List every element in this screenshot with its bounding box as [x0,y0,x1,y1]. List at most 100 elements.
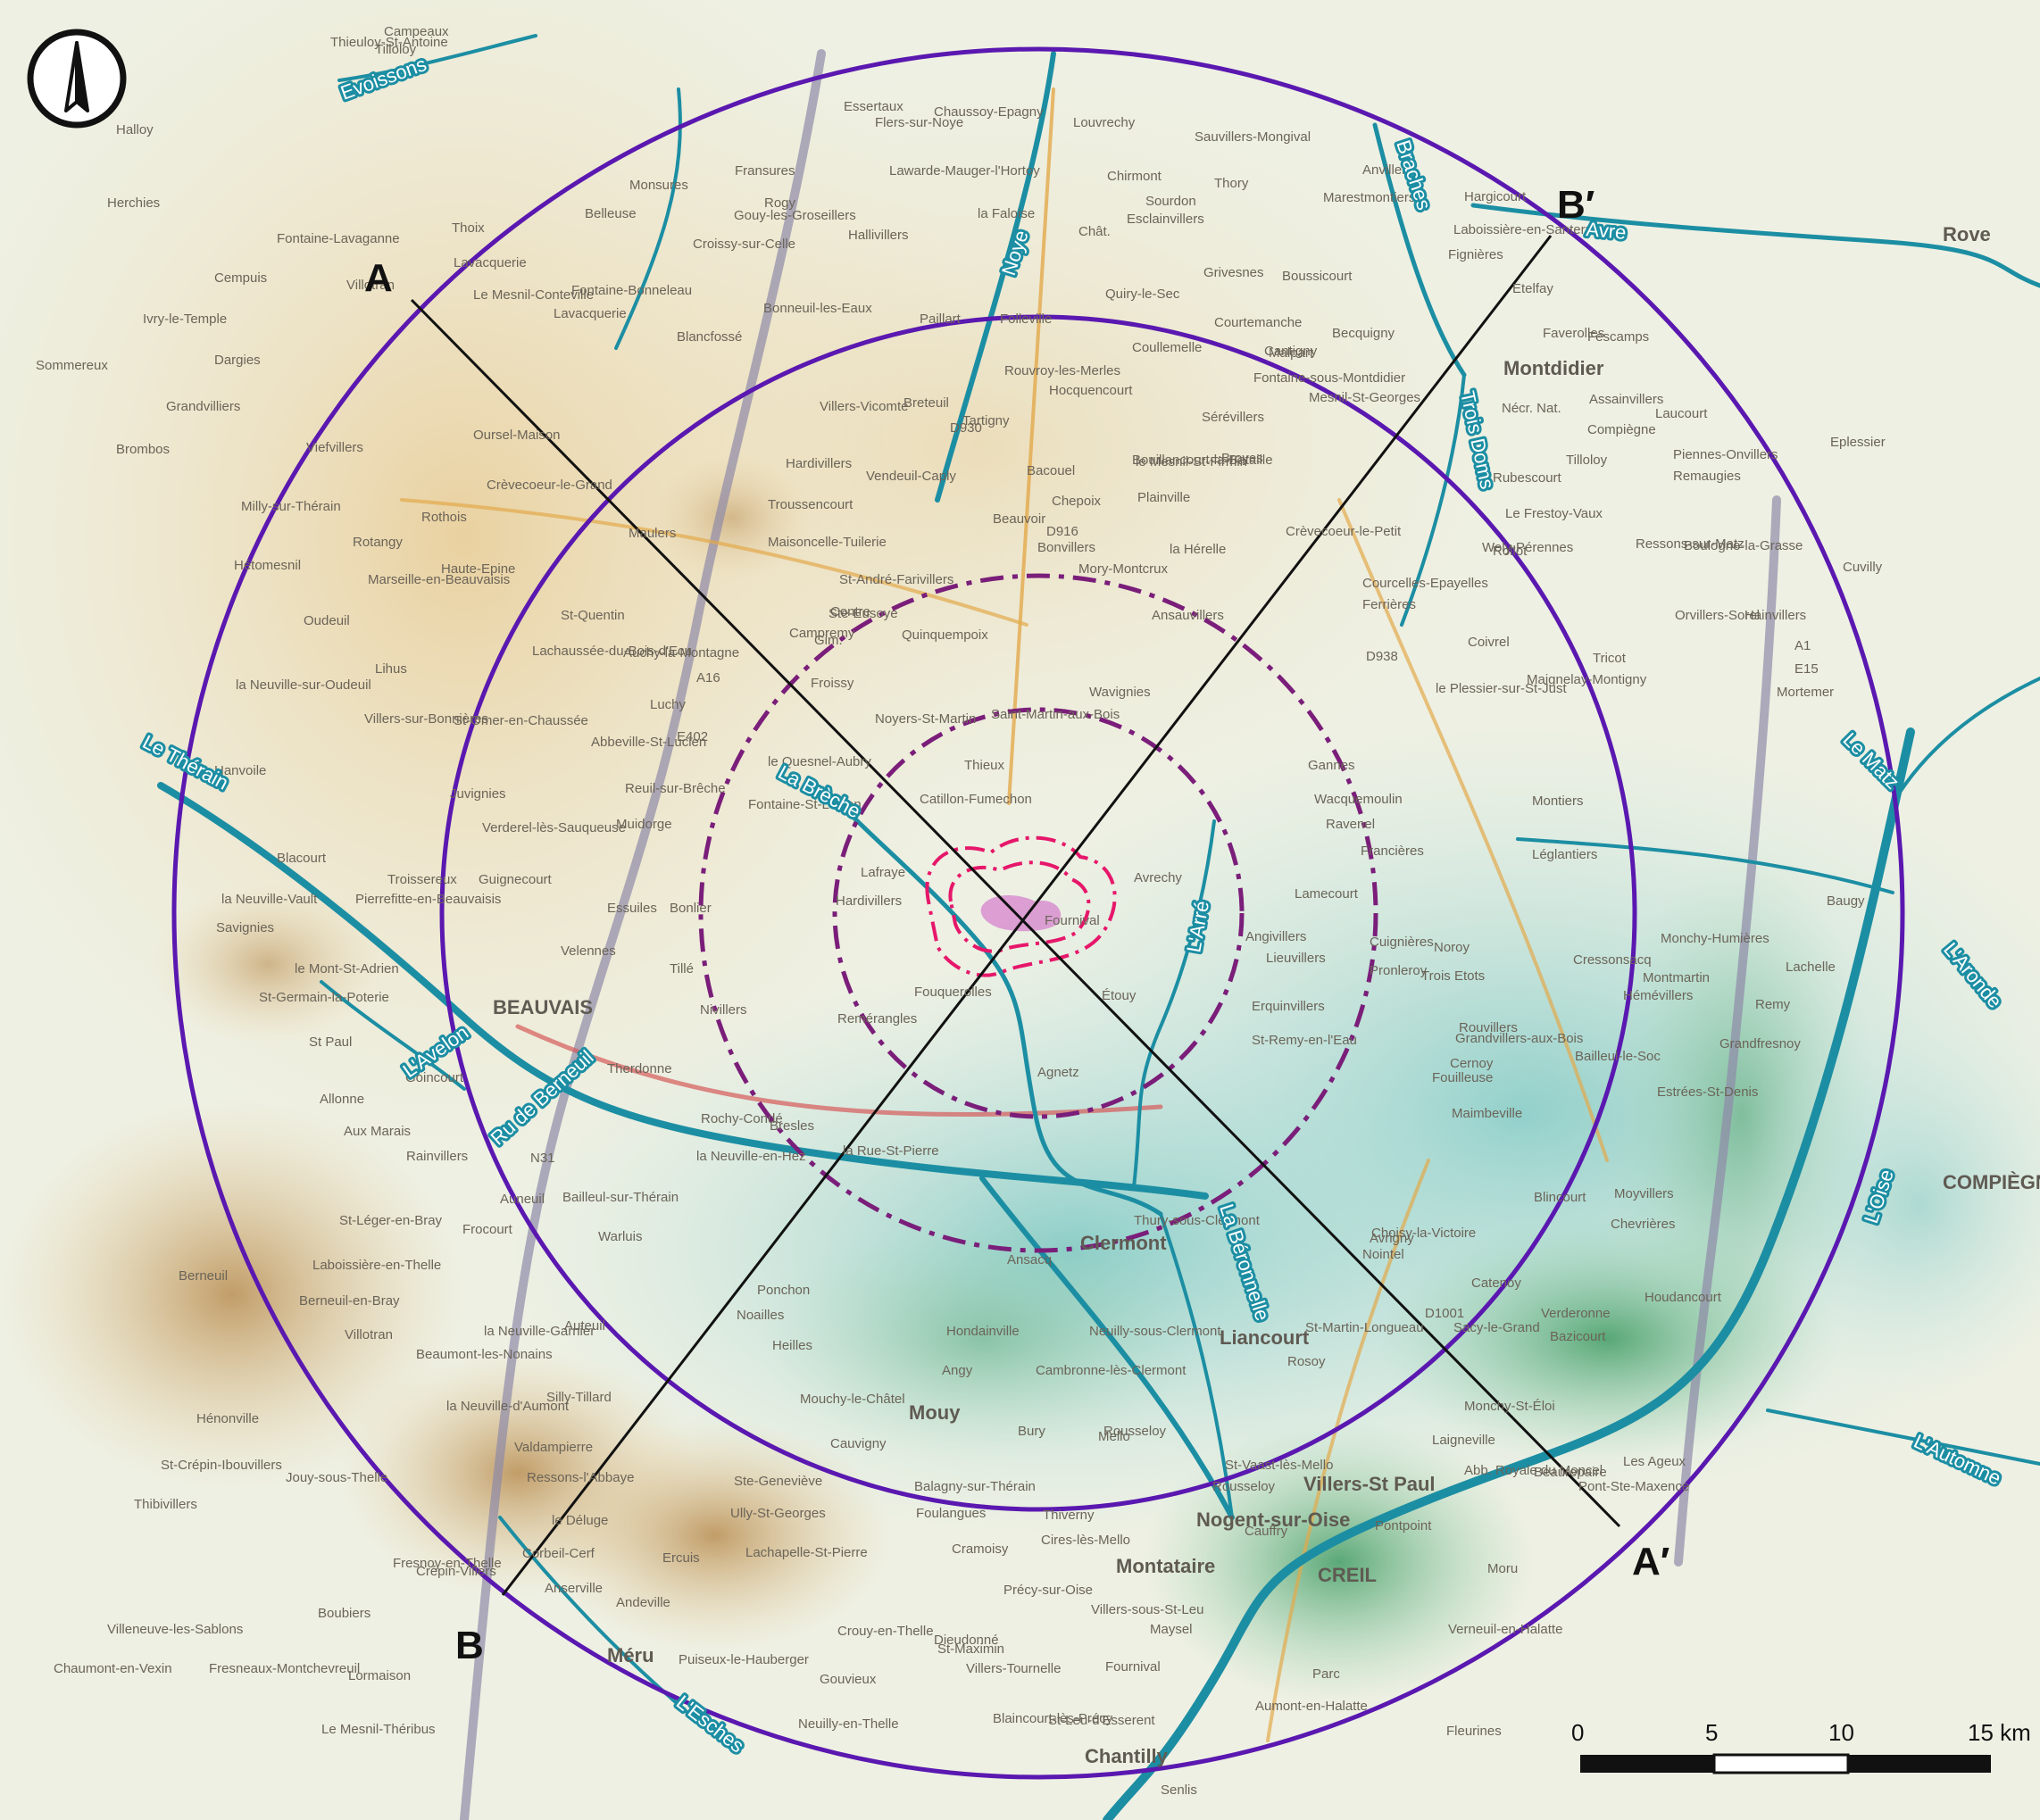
road-d930 [400,498,1028,627]
place-label: Grivesnes [1203,265,1264,280]
place-label: Ferrières [1362,597,1416,612]
place-label: Vendeuil-Caply [866,469,956,484]
place-label: Monchy-Humières [1661,931,1769,946]
river-breche [837,801,1163,1217]
profile-lines [410,235,1621,1596]
place-label: Monsures [629,178,688,193]
place-label: Compiègne [1587,422,1656,437]
place-label: Laigneville [1432,1433,1495,1448]
place-label: Valdampierre [514,1440,593,1455]
town-label: Chantilly [1085,1745,1169,1767]
place-label: Léglantiers [1532,847,1597,862]
place-label: Abbeville-St-Lucien [591,735,706,750]
place-label: Cauvigny [830,1436,887,1451]
place-label: Croissy-sur-Celle [693,237,795,252]
place-label: Remaugies [1673,469,1741,484]
place-label: Pont-Ste-Maxence [1578,1479,1689,1494]
town-label: Villers-St Paul [1303,1473,1436,1495]
place-label: Corbeil-Cerf [522,1546,595,1561]
river-braches [1372,122,1467,378]
road-labels: A16 A1 E15 E402 N31 D916 D930 D938 D1001 [530,420,1819,1321]
place-label: la Neuville-Vault [221,892,318,907]
place-label: Grandfresnoy [1719,1036,1801,1051]
place-label: le Mont-St-Adrien [295,961,399,976]
dashed-ring [698,573,1378,1253]
place-label: St-Vaast-lès-Mello [1225,1458,1333,1473]
place-label: Becquigny [1332,326,1395,341]
profile-labels: A A′ B B′ [364,183,1669,1667]
place-label: Fresnoy-en-Thelle [393,1556,502,1571]
place-label: Malpart [1269,345,1314,361]
profile-line-a [410,298,1621,1528]
place-label: Warluis [598,1229,642,1244]
place-label: Contre [830,604,870,619]
place-label: Beaumont-les-Nonains [416,1347,553,1362]
place-label: Quinquempoix [902,627,988,643]
place-label: Campremy [789,626,855,641]
river-layer [157,34,2040,1820]
place-label: Villers-Vicomte [820,399,908,414]
outer-ring [171,46,1905,1780]
place-label: Saint-Martin-aux-Bois [991,707,1120,722]
place-label: Cambronne-lès-Clermont [1036,1363,1187,1378]
place-label: Bonneuil-les-Eaux [763,301,872,316]
place-label: Hénonville [196,1411,259,1426]
place-labels: Essertaux Chaussoy-Epagny Flers-sur-Noye… [36,24,1886,1798]
river-oise [1103,727,1915,1820]
place-label: le Mesnil-St-Firmin [1136,454,1247,470]
place-label: Muidorge [616,817,672,832]
place-label: Orvillers-Sorel [1675,608,1760,623]
place-label: Tilloloy [1566,453,1608,468]
place-label: Nointel [1362,1247,1404,1262]
place-label: la Neuville-sur-Oudeuil [236,677,371,693]
place-label: Villotran [346,278,395,293]
place-label: Catenoy [1471,1276,1521,1291]
place-label: St-Leu-d'Esserent [1048,1713,1155,1728]
place-label: Frocourt [462,1222,513,1237]
project-site-area [980,895,1062,932]
place-label: Coivrel [1468,635,1510,650]
place-label: Crèvecoeur-le-Grand [487,478,612,493]
place-label: Lachaussée-du-Bois-d'Ecu [532,644,692,659]
place-label: Beaurepaire [1534,1465,1607,1480]
necropole-label: Nécr. Nat. [1502,401,1561,416]
place-label: St-Omer-en-Chaussée [454,713,588,728]
road-d916 [1007,87,1055,805]
place-label: Tartigny [962,413,1010,428]
road-label: D930 [950,420,982,436]
place-label: Balagny-sur-Thérain [914,1479,1036,1494]
place-label: Viefvillers [306,440,363,455]
place-label: Rainvillers [406,1149,468,1164]
place-label: Maignelay-Montigny [1527,672,1647,687]
place-label: Ully-St-Georges [730,1506,826,1521]
place-label: Herchies [107,195,160,211]
place-label: Thury-sous-Clermont [1134,1213,1261,1228]
place-label: Moru [1487,1561,1518,1576]
place-label: Dargies [214,353,261,368]
place-label: Ste-Geneviève [734,1474,822,1489]
place-label: Fransures [735,163,795,179]
place-label: Troissereux [387,872,457,887]
place-label: Rubescourt [1493,470,1562,486]
place-label: Therdonne [607,1061,672,1076]
river-automne [1766,1409,2040,1466]
place-label: Villers-sous-St-Leu [1091,1602,1203,1617]
place-label: Cressonsacq [1573,952,1652,968]
middle-ring [439,314,1637,1512]
place-label: Chirmont [1107,169,1162,184]
place-label: Rousseloy [1212,1479,1276,1494]
abbey-label: Abb. Royale du Moncel [1464,1463,1603,1478]
place-label: Laucourt [1655,406,1708,421]
place-label: Sérévillers [1202,410,1264,425]
scale-bar: 0 5 10 15 km [1571,1719,2031,1774]
place-label: Milly-sur-Thérain [241,499,341,514]
profile-label-a-prime: A′ [1632,1540,1669,1583]
place-label: Anserville [545,1581,603,1596]
place-label: Cramoisy [952,1542,1009,1557]
place-label: Verderel-lès-Sauqueuse [482,820,626,835]
place-label: Froissy [811,676,854,691]
place-label: Houdancourt [1644,1290,1722,1305]
place-label: la Neuville-Garnier [484,1324,595,1339]
scale-label: 0 [1571,1719,1584,1746]
